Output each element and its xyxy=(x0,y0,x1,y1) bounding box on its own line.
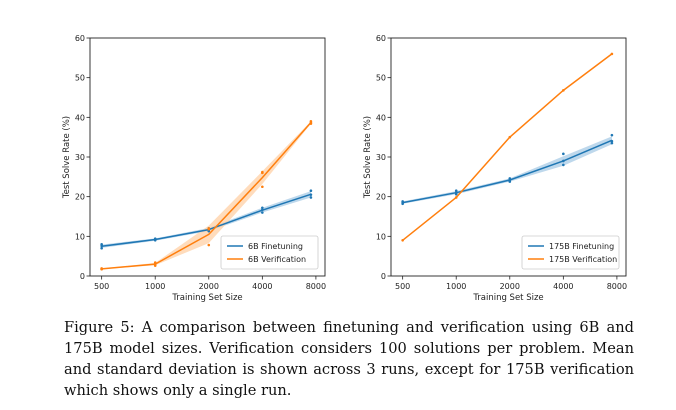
x-axis-title: Training Set Size xyxy=(472,293,543,303)
y-tick-label: 0 xyxy=(80,272,85,281)
y-tick-label: 50 xyxy=(75,74,85,83)
point-175b-verification xyxy=(562,89,565,92)
point-6b-verification xyxy=(309,120,313,123)
legend-label-175b-verification: 175B Verification xyxy=(549,255,617,264)
y-tick-label: 50 xyxy=(376,74,386,83)
y-tick-label: 40 xyxy=(376,113,386,122)
y-tick-label: 20 xyxy=(376,193,386,202)
point-175b-finetuning xyxy=(610,133,614,137)
band-6b-verification xyxy=(101,121,311,270)
band-175b-finetuning xyxy=(402,136,612,204)
point-175b-finetuning xyxy=(454,191,458,194)
chart-1: 0 10 20 30 40 50 60 500 1000 2000 4000 8000 Training… xyxy=(62,34,326,303)
y-tick-label: 10 xyxy=(75,232,85,241)
point-6b-finetuning xyxy=(153,237,157,241)
point-6b-verification xyxy=(207,243,211,247)
y-tick-label: 30 xyxy=(75,153,85,162)
point-6b-verification xyxy=(100,267,103,270)
x-tick-label: 1000 xyxy=(446,282,466,291)
point-6b-verification xyxy=(261,170,264,174)
y-tick-label: 60 xyxy=(75,34,85,43)
point-175b-finetuning xyxy=(610,139,614,143)
point-175b-finetuning xyxy=(401,200,404,203)
x-tick-label: 500 xyxy=(94,282,109,291)
x-tick-label: 2000 xyxy=(199,282,219,291)
point-6b-finetuning xyxy=(100,246,103,250)
legend: 175B Finetuning 175B Verification xyxy=(521,235,620,270)
y-tick-label: 0 xyxy=(381,272,386,281)
point-6b-finetuning xyxy=(309,189,313,193)
point-6b-verification xyxy=(261,185,264,189)
figure-caption: Figure 5: A comparison between finetunin… xyxy=(64,319,634,399)
y-tick-label: 40 xyxy=(75,113,85,122)
x-tick-label: 4000 xyxy=(553,282,573,291)
point-6b-finetuning xyxy=(261,208,264,212)
y-tick-label: 30 xyxy=(376,153,386,162)
point-175b-finetuning xyxy=(562,163,565,167)
point-6b-finetuning xyxy=(309,193,313,196)
point-175b-finetuning xyxy=(508,177,512,180)
x-axis-title: Training Set Size xyxy=(171,293,242,303)
point-175b-verification xyxy=(508,135,512,139)
point-6b-verification xyxy=(207,227,211,230)
point-6b-finetuning xyxy=(261,206,264,210)
y-axis-title: Test Solve Rate (%) xyxy=(62,116,72,199)
y-tick-label: 20 xyxy=(75,193,85,202)
x-tick-label: 1000 xyxy=(145,282,165,291)
legend-label-6b-verification: 6B Verification xyxy=(248,255,306,264)
legend-label-175b-finetuning: 175B Finetuning xyxy=(549,242,614,251)
point-175b-finetuning xyxy=(562,159,565,163)
point-6b-finetuning xyxy=(261,211,264,214)
chart-2: 0 10 20 30 40 50 60 500 1000 2000 4000 8000 Training… xyxy=(363,34,627,303)
legend-box xyxy=(220,235,319,270)
legend-label-6b-finetuning: 6B Finetuning xyxy=(248,242,303,251)
x-tick-label: 8000 xyxy=(607,282,627,291)
point-175b-finetuning xyxy=(562,152,565,156)
x-tick-label: 8000 xyxy=(306,282,326,291)
x-tick-label: 2000 xyxy=(500,282,520,291)
y-tick-label: 10 xyxy=(376,232,386,241)
point-175b-verification xyxy=(454,196,458,199)
point-6b-verification xyxy=(153,261,157,264)
y-axis-title: Test Solve Rate (%) xyxy=(363,116,373,199)
point-175b-finetuning xyxy=(454,189,458,193)
point-6b-finetuning xyxy=(309,196,313,199)
point-175b-verification xyxy=(610,52,614,56)
point-175b-finetuning xyxy=(610,141,614,145)
x-tick-label: 4000 xyxy=(252,282,272,291)
legend: 6B Finetuning 6B Verification xyxy=(220,235,319,270)
line-175b-verification xyxy=(402,53,613,241)
y-tick-label: 60 xyxy=(376,34,386,43)
point-6b-finetuning xyxy=(100,242,103,246)
point-175b-verification xyxy=(401,239,404,242)
line-6b-verification xyxy=(101,121,312,270)
x-tick-label: 500 xyxy=(395,282,410,291)
legend-box xyxy=(521,235,620,270)
